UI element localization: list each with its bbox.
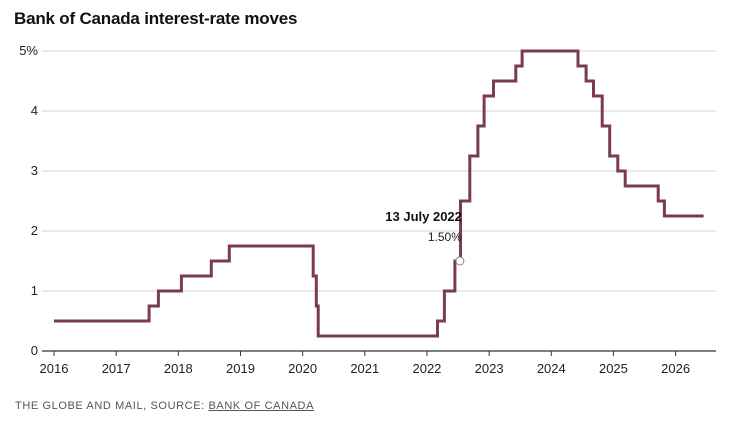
x-tick-label: 2016 <box>40 361 69 376</box>
y-axis: 0 1 2 3 4 5% <box>19 43 38 358</box>
annotation: 13 July 2022 1.50% <box>385 209 465 266</box>
x-axis: 2016 2017 2018 2019 2020 2021 2022 2023 2024 2025… <box>40 350 716 376</box>
y-tick-label: 5% <box>19 43 38 58</box>
x-tick-label: 2019 <box>226 361 255 376</box>
x-tick-label: 2020 <box>288 361 317 376</box>
y-tick-label: 3 <box>31 163 38 178</box>
annotation-marker <box>455 256 465 266</box>
series-layer <box>54 49 704 338</box>
annotation-date: 13 July 2022 <box>385 209 462 224</box>
rate-series-line <box>54 49 704 338</box>
y-tick-label: 2 <box>31 223 38 238</box>
x-tick-label: 2021 <box>350 361 379 376</box>
y-tick-label: 0 <box>31 343 38 358</box>
x-tick-label: 2025 <box>599 361 628 376</box>
x-tick-label: 2018 <box>164 361 193 376</box>
x-tick-label: 2026 <box>661 361 690 376</box>
chart-title: Bank of Canada interest-rate moves <box>14 9 298 28</box>
source-footer: THE GLOBE AND MAIL, SOURCE: BANK OF CANA… <box>15 400 314 412</box>
x-tick-label: 2023 <box>475 361 504 376</box>
gridlines <box>42 50 716 292</box>
x-tick-label: 2022 <box>412 361 441 376</box>
y-tick-label: 1 <box>31 283 38 298</box>
annotation-value: 1.50% <box>428 230 462 244</box>
footer-prefix: THE GLOBE AND MAIL, SOURCE: <box>15 400 209 412</box>
x-tick-label: 2024 <box>537 361 566 376</box>
x-tick-label: 2017 <box>102 361 131 376</box>
y-tick-label: 4 <box>31 103 38 118</box>
source-link[interactable]: BANK OF CANADA <box>208 400 315 412</box>
